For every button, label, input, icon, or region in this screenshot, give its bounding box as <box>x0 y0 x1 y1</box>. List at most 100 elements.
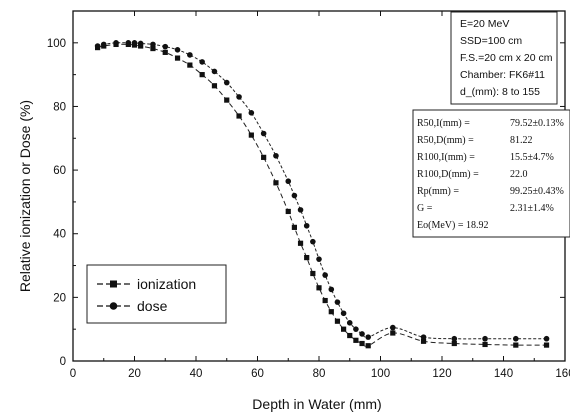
info-line-chamber: Chamber: FK6#11 <box>460 69 545 81</box>
data-point-ionization <box>150 45 156 52</box>
data-point-dose <box>513 335 519 342</box>
data-point-dose <box>291 192 298 199</box>
data-point-dose <box>248 110 255 116</box>
results-box-frame <box>412 109 570 238</box>
data-point-dose <box>390 324 396 331</box>
results-box: R50,I(mm) = 79.52±0.13% R50,D(mm) = 81.2… <box>412 109 570 238</box>
data-point-dose <box>125 40 132 46</box>
data-point-dose <box>310 238 316 245</box>
x-tick-label: 100 <box>371 368 390 380</box>
data-point-ionization <box>341 326 347 332</box>
data-point-dose <box>236 94 242 100</box>
data-point-dose <box>100 41 107 48</box>
data-point-dose <box>273 152 279 159</box>
result-r50-ionization-label: R50,I(mm) = <box>417 118 470 129</box>
data-point-ionization <box>359 340 365 347</box>
series-layer <box>94 40 550 349</box>
series-dose <box>94 40 550 342</box>
data-point-ionization <box>236 113 242 119</box>
data-point-ionization <box>285 208 291 215</box>
data-point-ionization <box>199 72 205 78</box>
result-r50-dose-label: R50,D(mm) = <box>417 135 474 146</box>
result-gradient-value: 2.31±1.4% <box>510 203 554 214</box>
data-point-dose <box>328 286 335 293</box>
data-point-ionization <box>224 97 230 103</box>
result-mean-energy-label: Eo(MeV) = 18.92 <box>417 220 488 231</box>
data-point-ionization <box>316 285 322 291</box>
info-line-depth-range: d_(mm): 8 to 155 <box>460 86 540 98</box>
data-point-dose <box>223 79 230 86</box>
legend-ionization-marker <box>110 280 117 288</box>
result-r100-ionization-value: 15.5±4.7% <box>510 152 554 163</box>
data-point-ionization <box>187 62 193 68</box>
x-tick-label: 120 <box>432 368 451 380</box>
axes: 0 20 40 60 80 100 120 140 160 0 20 40 60 80 100 <box>47 10 570 380</box>
data-point-dose <box>346 320 353 326</box>
data-point-ionization <box>174 55 181 61</box>
x-tick-label: 40 <box>190 368 203 380</box>
legend: ionization dose <box>86 264 227 324</box>
data-point-ionization <box>543 342 550 348</box>
data-point-dose <box>285 178 292 185</box>
data-point-ionization <box>420 338 427 344</box>
data-point-ionization <box>347 332 353 339</box>
result-gradient-label: G = <box>417 203 433 214</box>
data-point-dose <box>359 331 365 337</box>
data-point-dose <box>451 335 458 342</box>
data-point-ionization <box>334 318 341 324</box>
result-rp-label: Rp(mm) = <box>417 186 459 197</box>
data-point-dose <box>94 43 101 49</box>
result-r50-dose-value: 81.22 <box>510 135 533 146</box>
data-point-ionization <box>248 132 254 138</box>
x-tick-label: 60 <box>251 368 264 380</box>
data-point-dose <box>297 207 304 213</box>
data-point-dose <box>353 326 359 332</box>
data-point-ionization <box>451 340 457 347</box>
data-point-dose <box>322 272 328 278</box>
data-point-ionization <box>322 297 328 304</box>
data-point-ionization <box>162 49 168 55</box>
data-point-ionization <box>273 180 279 186</box>
data-point-ionization <box>261 154 267 160</box>
legend-dose-label: dose <box>137 298 168 314</box>
result-r100-dose-label: R100,D(mm) = <box>417 169 479 180</box>
y-tick-label: 80 <box>53 101 66 113</box>
data-point-dose <box>162 43 169 50</box>
x-tick-label: 140 <box>494 368 513 380</box>
y-tick-label: 40 <box>53 229 66 241</box>
info-box: E=20 MeV SSD=100 cm F.S.=20 cm x 20 cm C… <box>450 11 558 105</box>
y-tick-label: 20 <box>53 292 66 304</box>
result-r100-ionization-label: R100,I(mm) = <box>417 152 475 163</box>
data-point-ionization <box>482 341 488 348</box>
data-point-dose <box>131 40 138 46</box>
data-point-ionization <box>353 337 359 343</box>
data-point-dose <box>260 130 267 137</box>
x-tick-label: 160 <box>555 368 570 380</box>
data-point-ionization <box>513 342 519 348</box>
data-point-dose <box>340 310 347 317</box>
result-rp-value: 99.25±0.43% <box>510 186 564 197</box>
data-point-dose <box>199 59 205 65</box>
y-tick-label: 0 <box>60 356 66 368</box>
legend-frame <box>86 264 227 324</box>
y-axis-title: Relative ionization or Dose (%) <box>17 100 33 292</box>
legend-dose-marker <box>109 302 118 310</box>
data-point-dose <box>187 52 193 58</box>
data-point-ionization <box>211 83 218 89</box>
x-axis-title: Depth in Water (mm) <box>252 396 381 412</box>
data-point-dose <box>316 256 322 262</box>
x-tick-label: 20 <box>128 368 141 380</box>
data-point-dose <box>150 41 156 48</box>
data-point-ionization <box>328 309 334 315</box>
data-point-dose <box>543 335 550 342</box>
data-point-ionization <box>291 224 297 230</box>
data-point-dose <box>334 299 341 305</box>
result-r100-dose-value: 22.0 <box>510 169 528 180</box>
data-point-ionization <box>297 240 304 246</box>
info-line-energy: E=20 MeV <box>460 18 509 30</box>
info-box-frame <box>450 11 558 105</box>
data-point-ionization <box>390 330 396 336</box>
result-r50-ionization-value: 79.52±0.13% <box>510 118 564 129</box>
data-point-dose <box>174 47 181 53</box>
